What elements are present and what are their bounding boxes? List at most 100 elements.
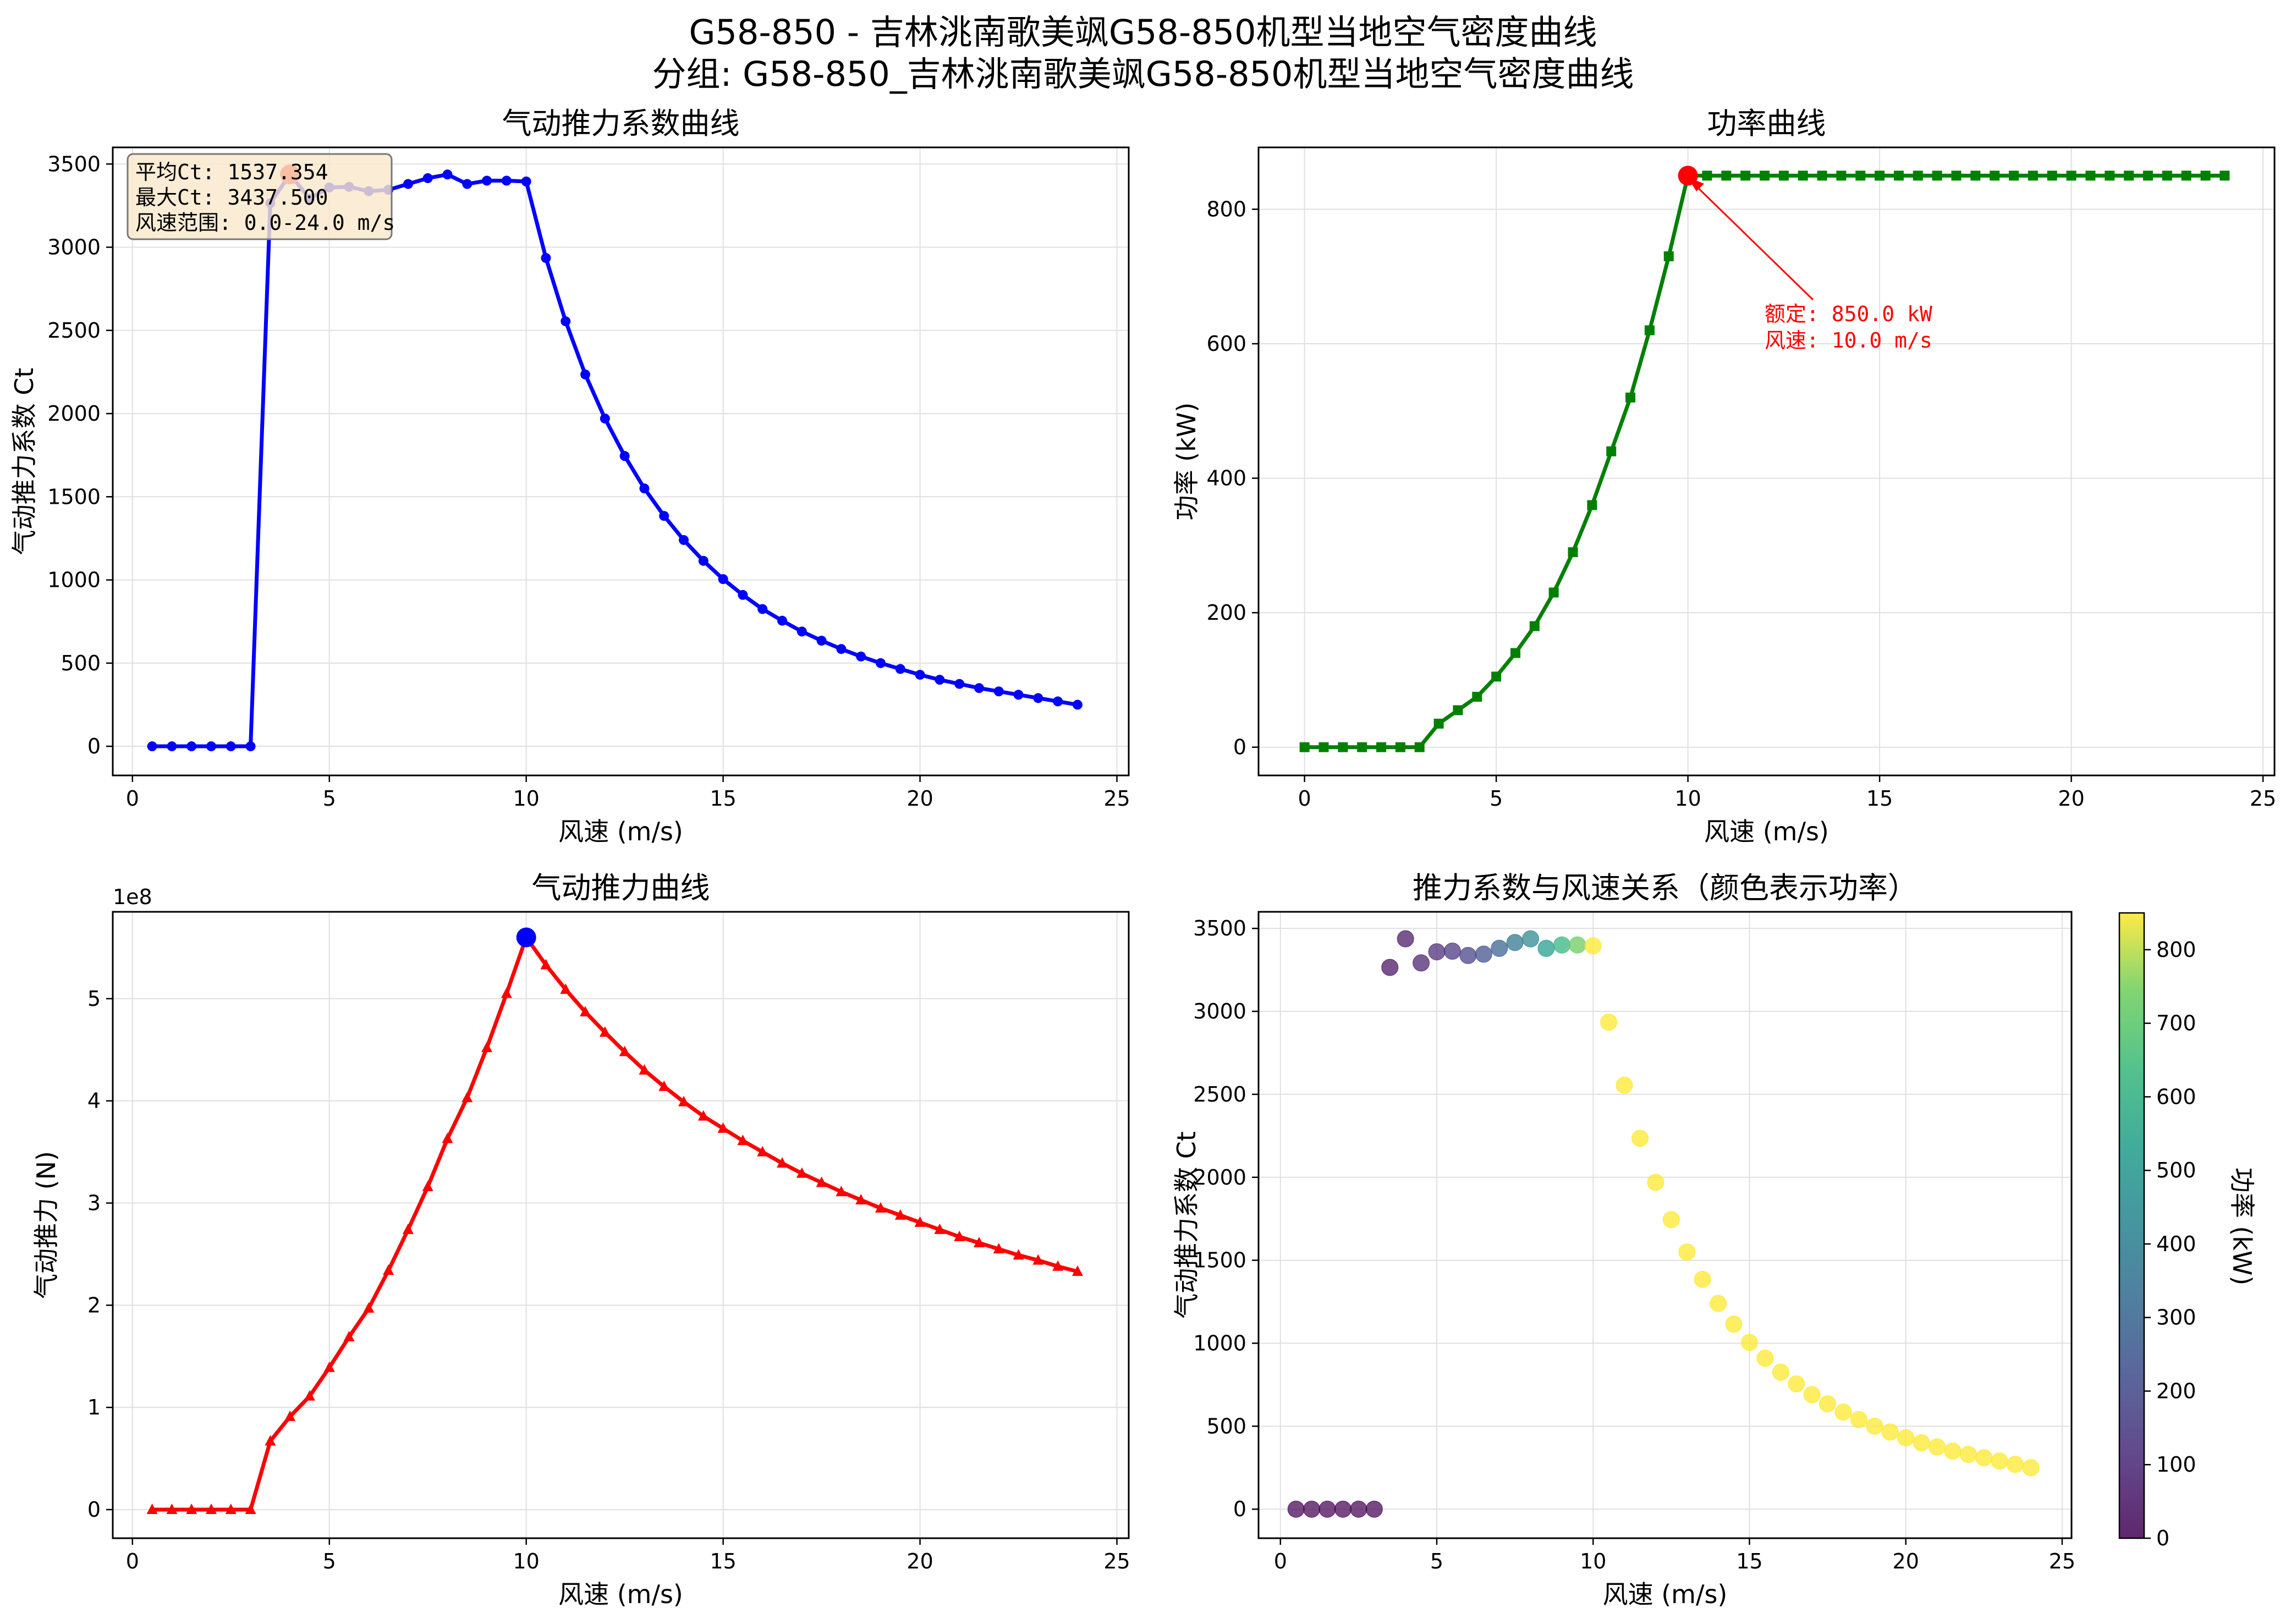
scatter-point bbox=[1428, 943, 1446, 961]
data-point bbox=[1702, 170, 1712, 181]
x-tick-label: 20 bbox=[1893, 1549, 1919, 1573]
data-point bbox=[167, 741, 177, 752]
data-point bbox=[403, 179, 413, 189]
stats-box-bg bbox=[127, 153, 393, 240]
scatter-point bbox=[1959, 1446, 1977, 1463]
scatter-point bbox=[1537, 939, 1555, 957]
y-tick-label: 500 bbox=[1206, 1414, 1246, 1438]
x-tick-label: 5 bbox=[1490, 786, 1503, 811]
data-point bbox=[166, 1503, 178, 1514]
scatter-point bbox=[1975, 1449, 1993, 1467]
scatter-point bbox=[1662, 1211, 1680, 1229]
y-axis-label: 功率 (kW) bbox=[1172, 403, 1201, 521]
data-point bbox=[816, 1176, 827, 1187]
y-axis-label: 气动推力 (N) bbox=[31, 1151, 61, 1299]
data-point bbox=[915, 669, 925, 680]
colorbar-tick-label: 400 bbox=[2156, 1232, 2196, 1256]
data-point bbox=[954, 1230, 965, 1241]
data-point bbox=[2028, 170, 2038, 181]
colorbar-tick-label: 600 bbox=[2156, 1084, 2196, 1109]
data-point bbox=[974, 683, 984, 693]
x-tick-label: 0 bbox=[126, 1549, 139, 1573]
y-tick-label: 0 bbox=[87, 1498, 101, 1522]
data-point bbox=[1510, 648, 1520, 658]
data-point bbox=[501, 175, 512, 186]
scatter-point bbox=[1647, 1174, 1664, 1191]
data-point bbox=[718, 574, 728, 585]
x-tick-label: 15 bbox=[1736, 1549, 1762, 1573]
data-point bbox=[678, 1095, 690, 1106]
colorbar-tick-label: 200 bbox=[2156, 1379, 2196, 1403]
y-tick-label: 2500 bbox=[1193, 1082, 1246, 1106]
y-tick-label: 1000 bbox=[1193, 1331, 1246, 1355]
data-point bbox=[1970, 170, 1981, 181]
scatter-point bbox=[1803, 1386, 1821, 1403]
data-point bbox=[737, 1135, 749, 1146]
panel-title: 功率曲线 bbox=[1707, 106, 1826, 141]
rated-power-annotation: 额定: 850.0 kW 风速: 10.0 m/s bbox=[1688, 177, 1932, 353]
data-point bbox=[1357, 742, 1367, 752]
scatter-point bbox=[1631, 1130, 1649, 1147]
data-point bbox=[1033, 693, 1043, 703]
rated-wind-label: 风速: 10.0 m/s bbox=[1765, 328, 1932, 353]
y-axis-label: 气动推力系数 Ct bbox=[1172, 1131, 1201, 1319]
data-point bbox=[875, 658, 886, 668]
scatter-point bbox=[1553, 936, 1570, 954]
y-tick-label: 0 bbox=[1233, 1497, 1246, 1521]
data-point bbox=[777, 1157, 788, 1168]
x-tick-label: 0 bbox=[1274, 1549, 1287, 1573]
scatter-point bbox=[1616, 1076, 1633, 1094]
y-tick-label: 1000 bbox=[47, 568, 101, 592]
colorbar-tick-label: 500 bbox=[2156, 1158, 2196, 1182]
axes-frame bbox=[1257, 911, 2073, 1539]
y-tick-label: 500 bbox=[61, 651, 101, 675]
x-tick-label: 25 bbox=[2049, 1549, 2075, 1573]
data-point bbox=[599, 1026, 611, 1037]
scatter-point bbox=[1725, 1315, 1743, 1333]
data-point bbox=[1032, 1254, 1044, 1265]
data-point bbox=[541, 253, 551, 263]
panel-title: 气动推力曲线 bbox=[532, 871, 710, 905]
data-point bbox=[1932, 170, 1942, 181]
stats-wind-range: 风速范围: 0.0-24.0 m/s bbox=[135, 211, 395, 235]
scatter-point bbox=[1678, 1243, 1696, 1261]
x-tick-label: 15 bbox=[710, 786, 736, 811]
data-point bbox=[383, 1264, 394, 1275]
scatter-point bbox=[1694, 1270, 1711, 1288]
data-point bbox=[1817, 170, 1827, 181]
data-point bbox=[323, 1361, 335, 1372]
x-axis-label: 风速 (m/s) bbox=[1704, 817, 1829, 846]
data-point bbox=[2181, 170, 2191, 181]
data-point bbox=[580, 1006, 591, 1017]
data-point bbox=[659, 511, 669, 521]
x-tick-label: 20 bbox=[906, 1549, 933, 1573]
data-point bbox=[186, 1503, 197, 1514]
y-tick-label: 800 bbox=[1206, 197, 1246, 221]
data-point bbox=[1740, 170, 1751, 181]
scatter-point bbox=[1491, 939, 1508, 957]
data-point bbox=[206, 741, 216, 752]
scatter-point bbox=[1944, 1443, 1962, 1460]
data-point bbox=[1760, 170, 1770, 181]
data-point bbox=[462, 1092, 473, 1103]
y-tick-label: 4 bbox=[87, 1089, 101, 1113]
x-tick-label: 10 bbox=[1580, 1549, 1606, 1573]
scatter-point bbox=[1584, 937, 1602, 955]
scatter-point bbox=[2022, 1459, 2040, 1477]
scatter-point bbox=[1819, 1395, 1837, 1413]
data-point bbox=[402, 1223, 414, 1234]
data-point bbox=[1318, 742, 1329, 752]
data-point bbox=[1491, 671, 1502, 682]
data-point bbox=[482, 175, 492, 186]
scatter-point bbox=[1772, 1363, 1789, 1381]
data-point bbox=[501, 987, 512, 998]
colorbar-tick-label: 800 bbox=[2156, 938, 2196, 962]
data-point bbox=[2124, 170, 2134, 181]
y-tick-label: 0 bbox=[87, 734, 101, 758]
data-point bbox=[304, 1390, 315, 1401]
data-point bbox=[697, 1110, 709, 1121]
y-tick-label: 400 bbox=[1206, 466, 1246, 491]
y-tick-label: 1500 bbox=[1193, 1248, 1246, 1273]
data-point bbox=[1453, 705, 1463, 715]
scatter-point bbox=[1600, 1014, 1618, 1031]
